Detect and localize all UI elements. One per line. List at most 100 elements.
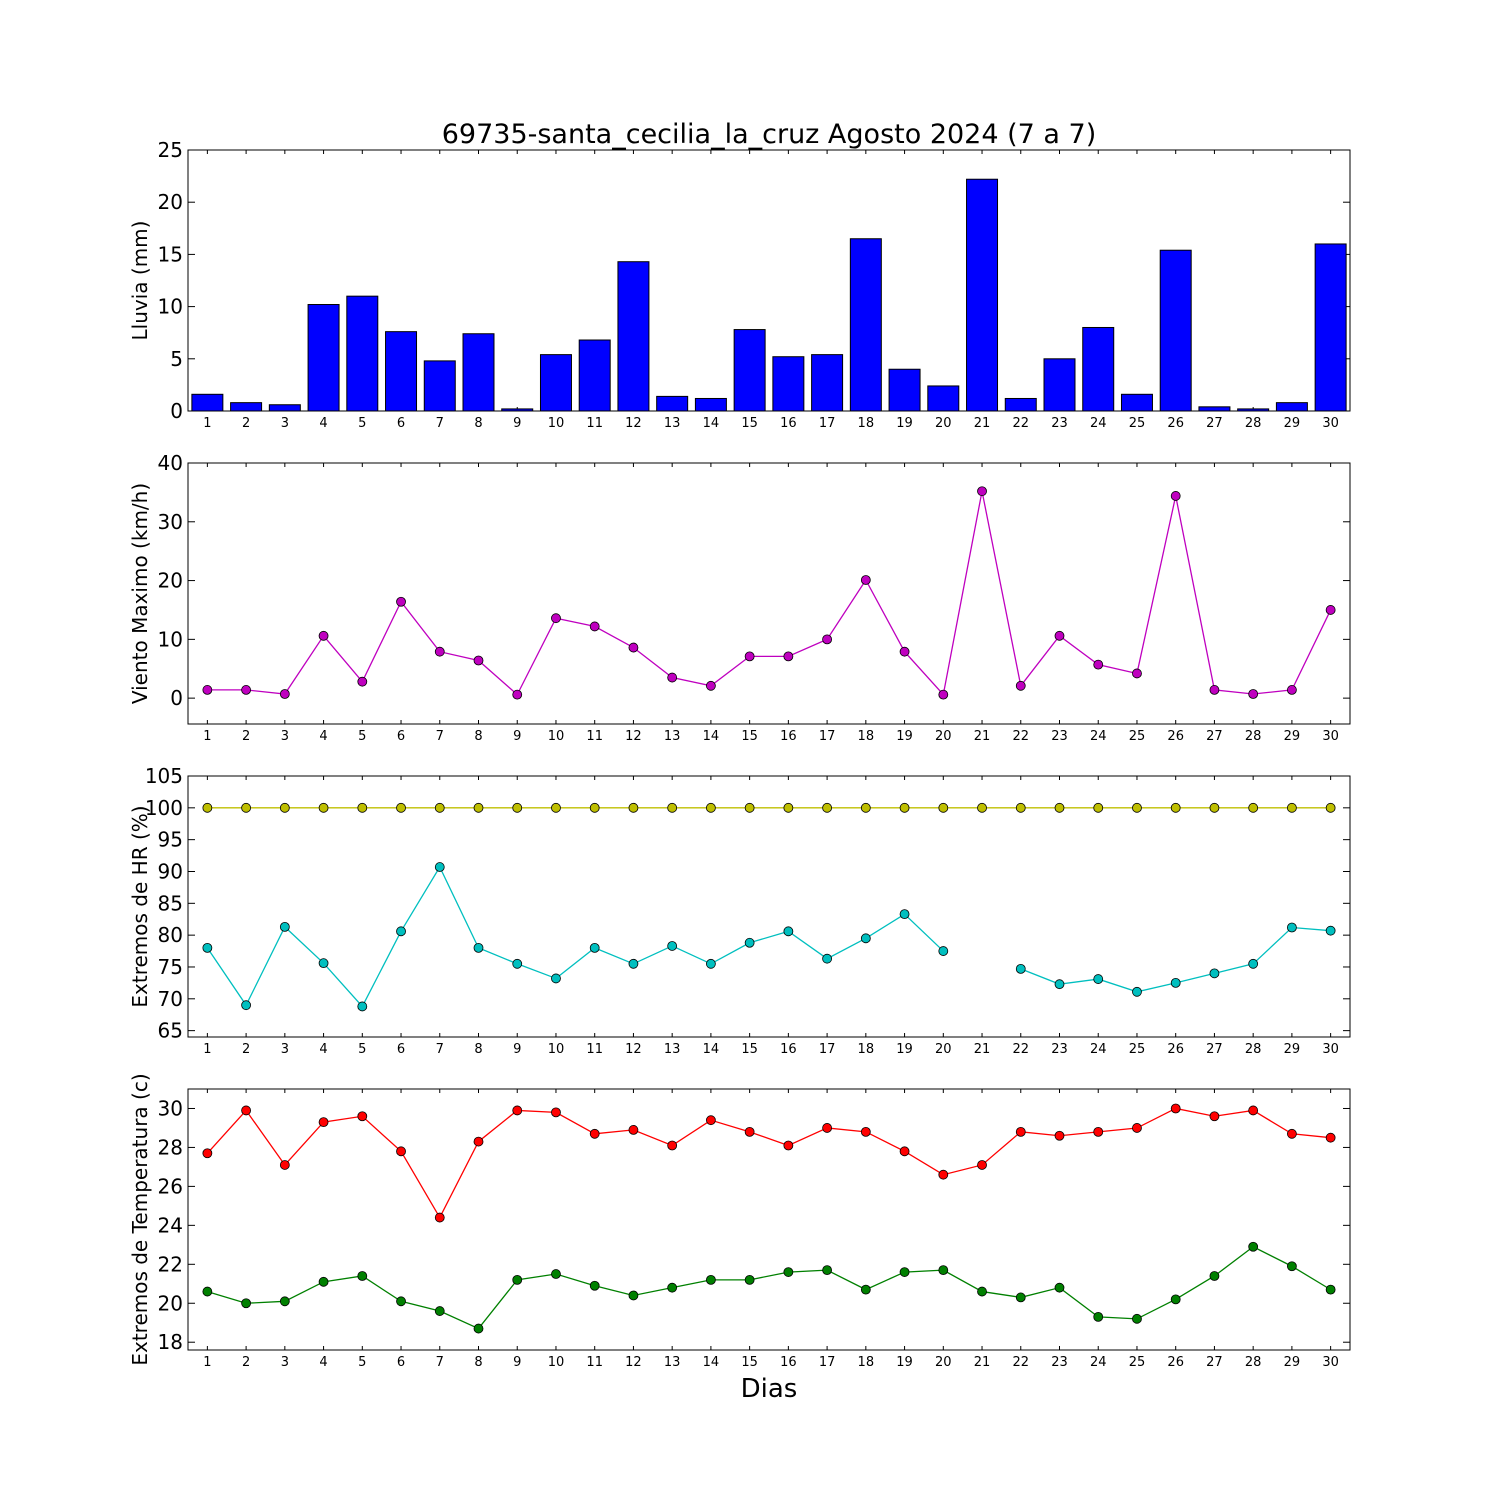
series-1-line <box>207 491 1332 697</box>
x-tick-label: 5 <box>358 1042 366 1057</box>
x-tick-label: 6 <box>397 416 405 431</box>
series-1-point-day-14 <box>706 680 716 691</box>
bar-day-9 <box>501 408 534 412</box>
x-tick-label: 1 <box>203 1042 211 1057</box>
x-tick-label: 8 <box>474 416 482 431</box>
x-tick-label: 3 <box>281 1355 289 1370</box>
series-1-point-day-29 <box>1287 802 1297 813</box>
series-1-point-day-13 <box>667 1140 678 1151</box>
x-tick-label: 27 <box>1206 729 1223 744</box>
series-1-point-day-15 <box>744 651 755 662</box>
bar-day-24 <box>1082 326 1115 412</box>
x-tick-label: 22 <box>1012 1042 1029 1057</box>
series-1-point-day-30 <box>1325 1132 1336 1143</box>
bar-day-20 <box>927 385 960 412</box>
x-tick-label: 4 <box>319 416 327 431</box>
series-1-point-day-10 <box>551 1107 561 1118</box>
y-tick-label: 24 <box>158 1213 183 1237</box>
x-tick-label: 10 <box>548 729 565 744</box>
y-tick-label: 30 <box>158 510 183 534</box>
series-1-point-day-15 <box>744 1126 755 1137</box>
x-tick-label: 21 <box>974 416 991 431</box>
x-tick-label: 28 <box>1245 729 1262 744</box>
x-tick-label: 25 <box>1129 1042 1146 1057</box>
x-tick-label: 10 <box>548 1355 565 1370</box>
series-2-point-day-3 <box>279 921 290 932</box>
series-1-point-day-3 <box>279 1160 290 1170</box>
series-2-point-day-13 <box>667 1282 678 1293</box>
series-1-point-day-9 <box>512 689 523 700</box>
series-1-point-day-11 <box>589 802 600 813</box>
series-1-point-day-17 <box>822 634 832 645</box>
x-tick-label: 14 <box>703 729 720 744</box>
series-2-point-day-21 <box>977 1286 987 1297</box>
series-2-point-day-23 <box>1054 1282 1065 1293</box>
x-tick-label: 10 <box>548 1042 565 1057</box>
y-tick-label: 20 <box>158 569 183 593</box>
x-tick-label: 17 <box>819 416 836 431</box>
series-1-line <box>206 1107 1331 1219</box>
series-2-point-day-10 <box>551 1269 561 1279</box>
x-tick-label: 22 <box>1012 729 1029 744</box>
x-tick-label: 24 <box>1090 1042 1107 1057</box>
series-2-point-day-8 <box>473 942 484 953</box>
x-tick-label: 7 <box>436 1355 444 1370</box>
x-tick-label: 18 <box>858 1355 875 1370</box>
x-tick-label: 9 <box>513 416 521 431</box>
x-tick-label: 19 <box>896 1042 913 1057</box>
x-tick-label: 20 <box>935 729 952 744</box>
bar-day-30 <box>1314 243 1347 412</box>
bar-day-7 <box>423 360 456 412</box>
x-tick-label: 20 <box>935 416 952 431</box>
x-tick-label: 7 <box>436 729 444 744</box>
x-tick-label: 12 <box>625 1042 642 1057</box>
x-tick-label: 30 <box>1322 1042 1339 1057</box>
series-1-point-day-25 <box>1132 1123 1142 1133</box>
series-1-point-day-4 <box>318 1117 329 1128</box>
bar-day-17 <box>811 354 844 412</box>
bar-day-2 <box>230 402 263 412</box>
x-tick-label: 24 <box>1090 729 1107 744</box>
series-1-point-day-8 <box>473 802 484 813</box>
series-1-point-day-7 <box>434 802 445 813</box>
series-2-point-day-7 <box>434 862 445 872</box>
series-2-point-day-28 <box>1248 958 1259 969</box>
bar-day-1 <box>191 393 224 412</box>
series-2-point-day-12 <box>628 958 639 969</box>
bar-day-4 <box>307 304 340 412</box>
x-tick-label: 3 <box>281 416 289 431</box>
series-1-point-day-2 <box>241 685 252 695</box>
series-1-point-day-18 <box>860 575 871 585</box>
bar-day-8 <box>462 333 495 412</box>
series-1-point-day-19 <box>899 646 910 657</box>
series-2-point-day-9 <box>512 1274 523 1285</box>
y-tick-label: 75 <box>158 955 183 979</box>
series-1-point-day-26 <box>1170 802 1181 813</box>
series-1-point-day-4 <box>318 802 329 813</box>
x-tick-label: 18 <box>858 1042 875 1057</box>
x-tick-label: 26 <box>1167 416 1184 431</box>
series-2-point-day-27 <box>1209 968 1220 979</box>
x-tick-label: 27 <box>1206 416 1223 431</box>
series-1-point-day-20 <box>938 1169 949 1180</box>
series-2-point-day-14 <box>706 1274 716 1285</box>
x-axis-label: Dias <box>741 1374 798 1404</box>
series-2-point-day-6 <box>396 926 406 937</box>
y-tick-label: 15 <box>158 242 183 266</box>
series-1-point-day-13 <box>667 802 678 813</box>
x-tick-label: 29 <box>1284 1355 1301 1370</box>
bar-day-10 <box>539 354 572 412</box>
series-1-point-day-19 <box>899 1146 910 1157</box>
series-1-point-day-8 <box>473 655 484 666</box>
y-axis-label: Viento Maximo (km/h) <box>128 483 152 704</box>
series-2-line <box>207 1246 1331 1330</box>
x-tick-label: 26 <box>1167 1355 1184 1370</box>
series-1-point-day-19 <box>899 802 910 813</box>
series-1-point-day-1 <box>202 802 213 813</box>
panel-frame <box>187 1088 1351 1351</box>
series-1-point-day-9 <box>512 802 523 813</box>
series-2-point-day-29 <box>1287 1261 1297 1272</box>
series-2-point-day-25 <box>1132 986 1142 997</box>
bar-day-13 <box>656 395 689 412</box>
